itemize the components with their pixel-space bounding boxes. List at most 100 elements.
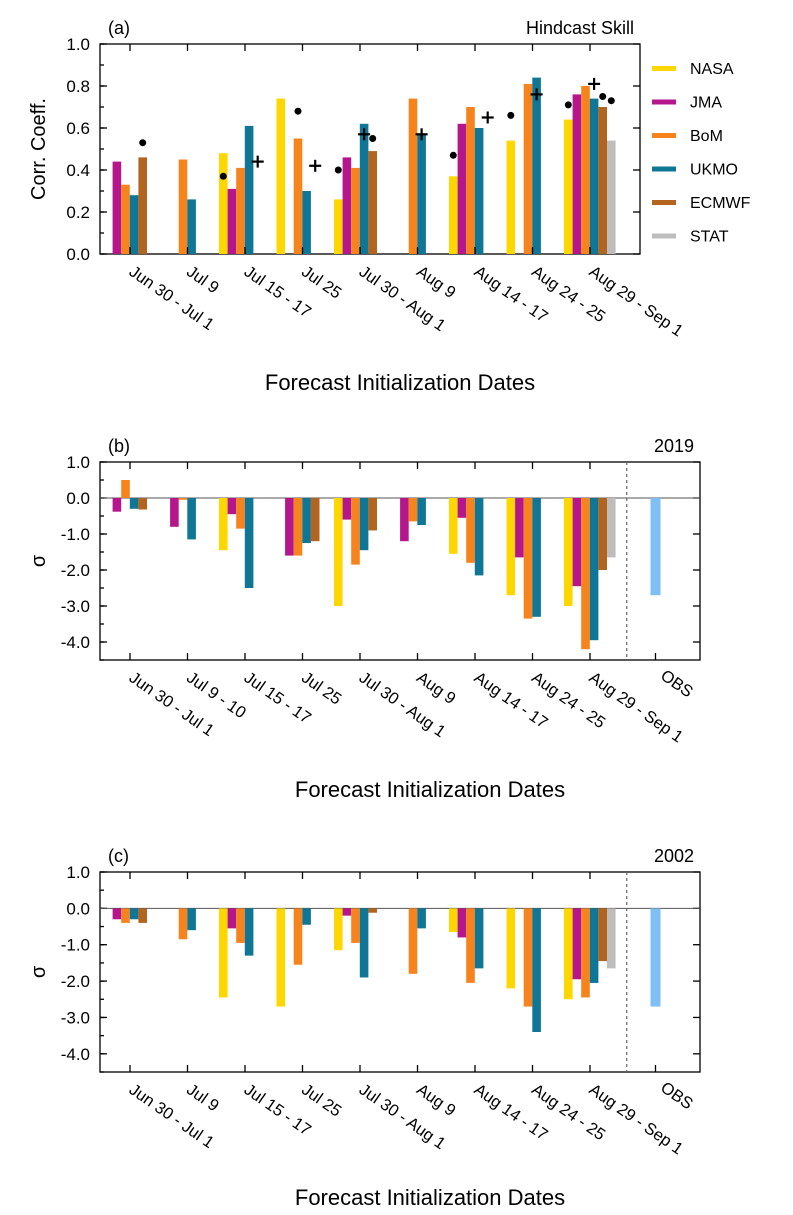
hindcast-dot-marker (507, 111, 515, 119)
legend-item-stat: STAT (652, 229, 729, 246)
bar-bom (293, 138, 303, 254)
bar-nasa (219, 153, 228, 254)
bar-nasa (449, 908, 458, 932)
bar-ukmo (244, 498, 254, 588)
x-tick-label: Jul 9 (183, 263, 222, 298)
bar-ukmo (359, 123, 369, 254)
hindcast-cross-marker (588, 77, 601, 90)
hindcast-dot-marker (449, 151, 457, 159)
bar-ecmwf (368, 498, 377, 531)
x-axis-label: Forecast Initialization Dates (265, 370, 535, 395)
y-tick-label: -2.0 (61, 972, 90, 991)
bar-ukmo (129, 908, 139, 920)
x-axis-label: Forecast Initialization Dates (295, 1185, 565, 1210)
y-tick-label: 1.0 (66, 863, 90, 882)
legend-swatch (652, 133, 676, 138)
bar-nasa (506, 140, 516, 254)
bar-ukmo (589, 908, 599, 983)
bar-bom (351, 167, 360, 254)
bar-bom (236, 908, 245, 943)
bar-bom (236, 167, 245, 254)
bar-bom (293, 908, 303, 965)
year-label: 2019 (654, 436, 694, 456)
bar-ukmo (474, 498, 484, 576)
bar-ukmo (417, 908, 426, 929)
bar-jma (227, 498, 237, 515)
bar-bom (581, 86, 590, 254)
legend-item-ukmo: UKMO (652, 162, 738, 179)
legend-item-jma: JMA (652, 95, 722, 112)
bar-ecmwf (138, 908, 147, 923)
x-tick-label: Aug 9 (413, 669, 459, 708)
hindcast-cross-marker (481, 111, 494, 124)
y-tick-label: 0.2 (66, 203, 90, 222)
x-tick-label: Aug 9 (413, 1081, 459, 1120)
y-tick-label: -1.0 (61, 525, 90, 544)
bar-bom (523, 908, 533, 1007)
bar-jma (112, 908, 122, 920)
legend-label: JMA (690, 95, 722, 112)
bar-jma (112, 161, 122, 254)
bar-ukmo (302, 191, 311, 254)
y-tick-label: -4.0 (61, 1045, 90, 1064)
bar-jma (285, 498, 294, 556)
legend-item-ecmwf: ECMWF (652, 195, 751, 212)
y-tick-label: -2.0 (61, 561, 90, 580)
hindcast-cross-marker (415, 128, 428, 141)
bar-bom (408, 908, 418, 974)
bar-bom (466, 498, 475, 563)
bar-nasa (564, 908, 573, 1000)
bar-ukmo (244, 908, 254, 956)
bar-jma (342, 498, 352, 520)
bar-nasa (564, 498, 573, 606)
bar-bom (178, 159, 188, 254)
bar-ukmo (129, 498, 139, 509)
y-tick-label: -3.0 (61, 1008, 90, 1027)
y-tick-label: 1.0 (66, 453, 90, 472)
y-tick-label: 1.0 (66, 35, 90, 54)
legend-swatch (652, 166, 676, 172)
bar-ukmo (474, 128, 484, 254)
bar-bom (581, 498, 590, 650)
bar-stat (607, 908, 616, 969)
x-tick-label: Jul 25 (298, 1081, 344, 1121)
bar-nasa (219, 498, 228, 551)
y-tick-label: 0.6 (66, 119, 90, 138)
bar-nasa (449, 498, 458, 554)
bar-nasa (506, 908, 516, 989)
x-tick-label: Aug 9 (413, 263, 459, 302)
x-tick-label: Aug 29 - Sep 1 (586, 263, 686, 341)
bar-nasa (506, 498, 516, 596)
bar-ecmwf (368, 151, 377, 254)
bar-nasa (334, 199, 343, 254)
y-tick-label: -1.0 (61, 936, 90, 955)
hindcast-cross-marker (251, 155, 264, 168)
y-axis-label: σ (28, 554, 50, 567)
bar-ukmo (359, 498, 369, 551)
bar-ukmo (187, 498, 196, 540)
bar-bom (466, 908, 475, 983)
bar-ukmo (129, 195, 139, 254)
legend-label: STAT (690, 229, 729, 246)
bar-jma (170, 498, 179, 527)
bar-jma (342, 157, 352, 254)
bar-obs (650, 908, 661, 1007)
legend-item-nasa: NASA (652, 61, 734, 78)
bar-obs (650, 498, 661, 596)
bar-bom (121, 480, 130, 498)
hindcast-dot-marker (599, 93, 607, 100)
y-tick-label: -4.0 (61, 633, 90, 652)
x-tick-label: Jul 25 (298, 669, 344, 709)
bar-bom (408, 98, 418, 254)
bar-jma (457, 908, 467, 938)
bar-nasa (219, 908, 228, 998)
y-tick-label: 0.8 (66, 77, 90, 96)
bar-bom (293, 498, 303, 556)
bar-bom (236, 498, 245, 529)
hindcast-cross-marker (358, 128, 371, 141)
x-tick-label-obs: OBS (657, 667, 696, 702)
bar-ecmwf (138, 157, 147, 254)
bar-bom (121, 908, 130, 923)
bar-ukmo (244, 125, 254, 255)
bar-bom (523, 498, 533, 619)
